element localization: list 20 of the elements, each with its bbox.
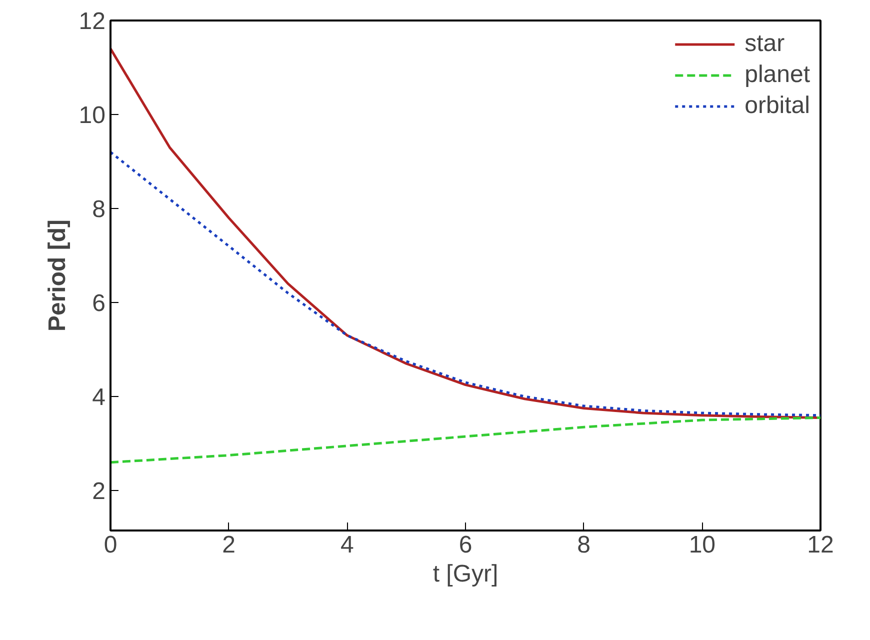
line-series (110, 150, 820, 417)
x-tick-label: 2 (222, 532, 236, 558)
x-axis-title: t [Gyr] (432, 560, 498, 588)
x-tick-label: 8 (577, 532, 591, 558)
y-tick-label: 2 (92, 478, 106, 506)
x-tick-label: 6 (458, 532, 472, 558)
x-tick-label: 10 (688, 532, 716, 558)
legend-label: star (744, 30, 785, 58)
x-tick-label: 4 (340, 532, 354, 558)
legend-label: planet (744, 61, 810, 89)
line-series (110, 416, 820, 464)
legend-label: orbital (744, 92, 810, 120)
y-tick-label: 10 (78, 102, 106, 130)
x-tick-label: 12 (807, 532, 834, 558)
x-tick-label: 0 (104, 532, 118, 558)
y-tick-label: 8 (92, 196, 106, 224)
y-tick-label: 6 (92, 290, 106, 318)
y-axis-title: Period [d] (44, 220, 71, 332)
y-tick-label: 4 (92, 384, 106, 412)
y-tick-label: 12 (78, 8, 106, 35)
